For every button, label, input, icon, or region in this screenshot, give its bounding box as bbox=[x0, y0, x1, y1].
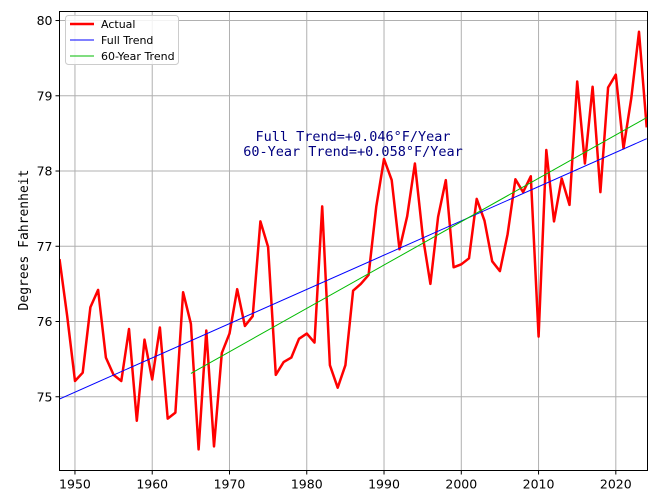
series-lines bbox=[59, 30, 648, 451]
x-tick-label: 2020 bbox=[600, 477, 632, 492]
series-full-trend bbox=[59, 138, 647, 400]
y-tick-label: 80 bbox=[37, 13, 53, 28]
x-tick-label: 1990 bbox=[368, 477, 400, 492]
x-axis: 1950 1960 1970 1980 1990 2000 2010 2020 bbox=[59, 470, 632, 492]
x-tick-label: 1950 bbox=[59, 477, 91, 492]
x-tick-label: 1980 bbox=[291, 477, 323, 492]
y-tick-label: 77 bbox=[37, 239, 53, 254]
y-tick-label: 79 bbox=[37, 88, 53, 103]
x-tick-label: 2000 bbox=[445, 477, 477, 492]
y-tick-label: 75 bbox=[37, 389, 53, 404]
annotation-full-trend: Full Trend=+0.046°F/Year bbox=[255, 129, 450, 145]
series-actual bbox=[59, 30, 648, 451]
legend-label: 60-Year Trend bbox=[101, 50, 175, 63]
annotation-60-year-trend: 60-Year Trend=+0.058°F/Year bbox=[243, 144, 462, 160]
y-axis-label: Degrees Fahrenheit bbox=[17, 170, 32, 311]
y-axis: 75 76 77 78 79 80 bbox=[37, 13, 60, 404]
grid bbox=[59, 11, 648, 471]
y-tick-label: 78 bbox=[37, 164, 53, 179]
series-60-year-trend bbox=[190, 117, 647, 374]
y-tick-label: 76 bbox=[37, 314, 53, 329]
plot-frame bbox=[59, 11, 648, 471]
x-tick-label: 2010 bbox=[523, 477, 555, 492]
legend-label: Full Trend bbox=[101, 34, 153, 47]
x-tick-label: 1970 bbox=[214, 477, 246, 492]
legend: Actual Full Trend 60-Year Trend bbox=[65, 15, 179, 65]
legend-label: Actual bbox=[101, 18, 135, 31]
x-tick-label: 1960 bbox=[136, 477, 168, 492]
